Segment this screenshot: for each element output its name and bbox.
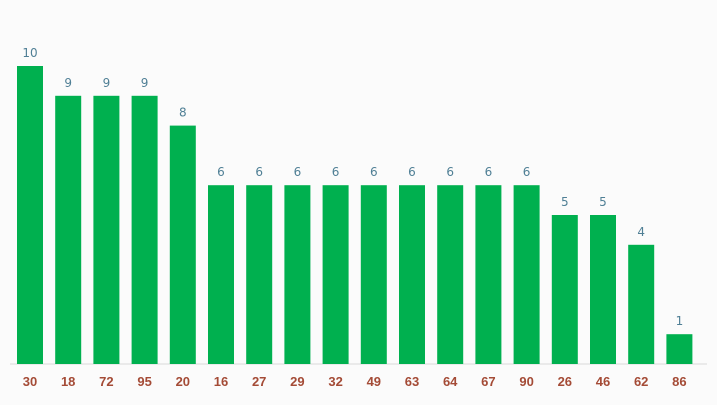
x-tick-labels-group: 30 18 72 95 20 16 27 29 32 49 63 64 67 90 26 46 62 86 xyxy=(23,374,687,389)
x-tick-label-46: 46 xyxy=(596,374,610,389)
bar-90 xyxy=(513,185,540,364)
data-label-86: 1 xyxy=(676,314,684,328)
x-tick-label-64: 64 xyxy=(443,374,458,389)
bar-49 xyxy=(360,185,387,364)
data-label-20: 8 xyxy=(179,106,187,120)
data-label-16: 6 xyxy=(217,165,225,179)
x-tick-label-30: 30 xyxy=(23,374,37,389)
x-tick-label-95: 95 xyxy=(137,374,151,389)
data-label-29: 6 xyxy=(294,165,302,179)
data-label-67: 6 xyxy=(485,165,493,179)
x-tick-label-20: 20 xyxy=(176,374,190,389)
x-tick-label-67: 67 xyxy=(481,374,495,389)
x-tick-label-90: 90 xyxy=(519,374,533,389)
data-label-49: 6 xyxy=(370,165,378,179)
bar-27 xyxy=(246,185,273,364)
bar-67 xyxy=(475,185,502,364)
bars-group xyxy=(17,66,693,365)
data-label-18: 9 xyxy=(64,76,72,90)
x-tick-label-29: 29 xyxy=(290,374,304,389)
x-tick-label-62: 62 xyxy=(634,374,648,389)
x-tick-label-72: 72 xyxy=(99,374,113,389)
x-tick-label-86: 86 xyxy=(672,374,686,389)
bar-64 xyxy=(437,185,464,364)
x-tick-label-49: 49 xyxy=(367,374,381,389)
data-label-46: 5 xyxy=(599,195,607,209)
bar-86 xyxy=(666,334,693,364)
data-label-27: 6 xyxy=(255,165,263,179)
bar-62 xyxy=(628,244,655,364)
data-label-32: 6 xyxy=(332,165,340,179)
bar-46 xyxy=(590,215,616,364)
bar-95 xyxy=(131,95,158,365)
data-label-64: 6 xyxy=(446,165,454,179)
x-tick-label-27: 27 xyxy=(252,374,266,389)
bar-18 xyxy=(55,95,82,365)
value-labels-group: 10 9 9 9 8 6 6 6 6 6 6 6 6 6 5 5 4 1 xyxy=(22,46,683,328)
data-label-62: 4 xyxy=(637,225,645,239)
data-label-72: 9 xyxy=(103,76,111,90)
bar-30 xyxy=(17,66,43,364)
bar-26 xyxy=(551,215,578,364)
x-tick-label-63: 63 xyxy=(405,374,419,389)
bar-32 xyxy=(322,185,349,364)
bar-20 xyxy=(169,125,196,364)
data-label-63: 6 xyxy=(408,165,416,179)
x-tick-label-16: 16 xyxy=(214,374,228,389)
bar-16 xyxy=(208,185,234,364)
x-tick-label-32: 32 xyxy=(328,374,342,389)
bar-63 xyxy=(399,185,425,364)
x-tick-label-18: 18 xyxy=(61,374,75,389)
data-label-95: 9 xyxy=(141,76,149,90)
x-tick-label-26: 26 xyxy=(558,374,572,389)
data-label-90: 6 xyxy=(523,165,531,179)
data-label-26: 5 xyxy=(561,195,569,209)
bar-29 xyxy=(284,185,311,364)
bar-72 xyxy=(93,95,120,365)
data-label-30: 10 xyxy=(22,46,37,60)
